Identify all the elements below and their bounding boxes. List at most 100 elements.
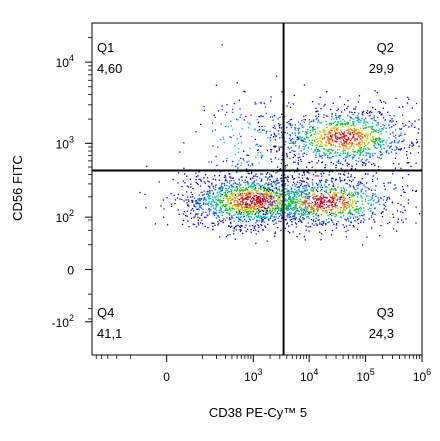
event-dot <box>315 131 317 133</box>
event-dot <box>354 220 356 222</box>
event-dot <box>220 190 222 192</box>
event-dot <box>318 133 320 135</box>
event-dot <box>303 199 305 201</box>
event-dot <box>312 216 315 218</box>
event-dot <box>340 217 342 219</box>
event-dot <box>379 111 381 113</box>
event-dot <box>348 163 350 165</box>
event-dot <box>247 195 249 197</box>
event-dot <box>275 179 278 181</box>
event-dot <box>281 202 283 204</box>
event-dot <box>306 178 308 180</box>
event-dot <box>288 191 290 193</box>
x-tick-label: 0 <box>163 370 170 384</box>
event-dot <box>248 206 251 208</box>
event-dot <box>320 239 322 241</box>
event-dot <box>291 223 293 226</box>
event-dot <box>318 185 320 187</box>
event-dot <box>274 193 277 196</box>
event-dot <box>245 211 248 214</box>
event-dot <box>192 196 194 198</box>
event-dot <box>306 197 308 199</box>
event-dot <box>292 181 295 183</box>
event-dot <box>346 194 348 196</box>
event-dot <box>251 201 253 203</box>
event-dot <box>270 198 272 200</box>
event-dot <box>367 142 369 144</box>
event-dot <box>370 204 372 206</box>
event-dot <box>266 213 268 215</box>
event-dot <box>400 148 402 150</box>
event-dot <box>272 212 274 214</box>
event-dot <box>239 116 241 118</box>
event-dot <box>281 216 283 218</box>
event-dot <box>360 189 362 191</box>
event-dot <box>248 196 250 198</box>
event-dot <box>253 195 255 197</box>
event-dot <box>271 205 274 207</box>
event-dot <box>193 216 195 219</box>
event-dot <box>255 242 257 245</box>
event-dot <box>245 176 248 178</box>
event-dot <box>400 167 402 169</box>
event-dot <box>335 192 337 194</box>
event-dot <box>295 198 297 200</box>
event-dot <box>215 211 217 214</box>
event-dot <box>303 148 305 150</box>
event-dot <box>318 204 320 206</box>
event-dot <box>342 194 344 196</box>
event-dot <box>362 212 364 214</box>
event-dot <box>215 205 217 207</box>
event-dot <box>255 156 257 158</box>
event-dot <box>226 104 228 106</box>
event-dot <box>307 207 309 209</box>
event-dot <box>331 137 333 139</box>
event-dot <box>345 225 348 227</box>
event-dot <box>284 227 287 229</box>
event-dot <box>321 161 324 163</box>
event-dot <box>347 201 349 203</box>
event-dot <box>274 208 276 210</box>
event-dot <box>241 199 244 201</box>
event-dot <box>281 135 283 137</box>
event-dot <box>294 195 296 197</box>
event-dot <box>208 213 210 215</box>
event-dot <box>231 186 233 188</box>
event-dot <box>330 108 332 111</box>
event-dot <box>240 224 242 227</box>
event-dot <box>407 162 409 164</box>
event-dot <box>271 203 274 205</box>
event-dot <box>268 188 270 190</box>
event-dot <box>326 139 329 141</box>
event-dot <box>309 161 311 164</box>
event-dot <box>277 195 279 197</box>
event-dot <box>232 196 234 198</box>
event-dot <box>352 179 354 181</box>
event-dot <box>291 124 293 126</box>
event-dot <box>325 142 327 144</box>
event-dot <box>351 143 354 145</box>
event-dot <box>188 226 190 228</box>
event-dot <box>304 211 307 213</box>
event-dot <box>253 201 255 204</box>
event-dot <box>218 210 220 212</box>
event-dot <box>350 221 352 223</box>
event-dot <box>253 180 255 182</box>
event-dot <box>361 182 363 185</box>
event-dot <box>260 192 262 194</box>
event-dot <box>292 141 294 143</box>
event-dot <box>242 189 244 192</box>
event-dot <box>250 201 252 203</box>
event-dot <box>260 216 262 218</box>
event-dot <box>303 143 305 145</box>
event-dot <box>279 194 281 196</box>
event-dot <box>298 147 300 149</box>
event-dot <box>345 141 347 144</box>
event-dot <box>319 221 321 224</box>
event-dot <box>233 200 235 202</box>
event-dot <box>347 123 349 125</box>
event-dot <box>396 210 399 212</box>
event-dot <box>350 168 352 170</box>
event-dot <box>198 203 200 205</box>
event-dot <box>311 211 313 213</box>
